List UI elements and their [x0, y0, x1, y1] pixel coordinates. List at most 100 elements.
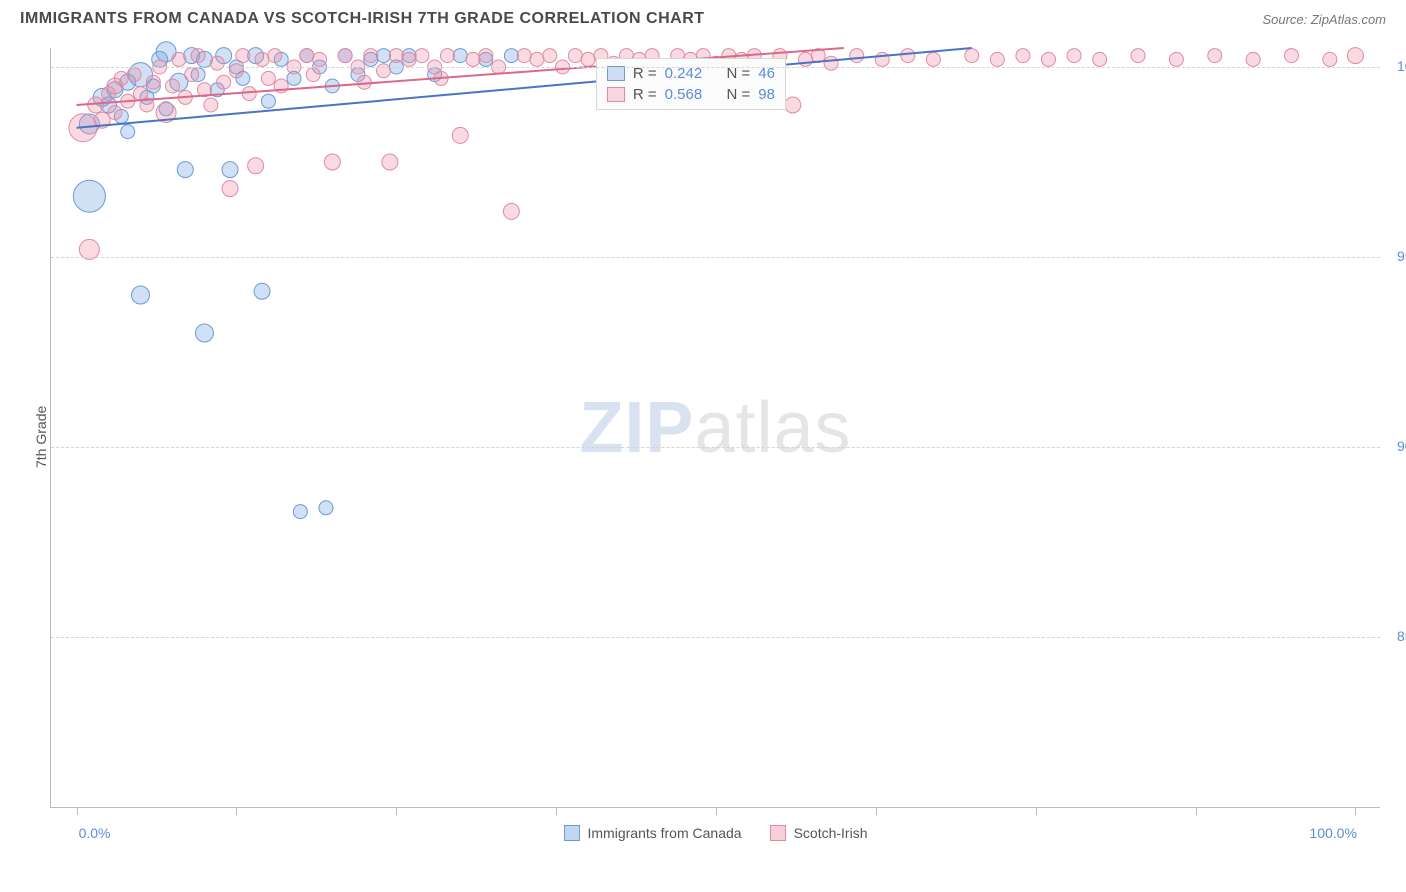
- x-tick: [1355, 807, 1356, 815]
- scatter-point: [254, 283, 270, 299]
- scatter-point: [415, 49, 429, 63]
- scatter-point: [382, 154, 398, 170]
- scatter-point: [217, 75, 231, 89]
- scatter-point: [466, 52, 480, 66]
- scatter-point: [132, 286, 150, 304]
- scatter-point: [503, 203, 519, 219]
- scatter-point: [146, 75, 160, 89]
- chart-title: IMMIGRANTS FROM CANADA VS SCOTCH-IRISH 7…: [20, 10, 705, 28]
- legend-item: Scotch-Irish: [770, 825, 868, 841]
- x-tick: [77, 807, 78, 815]
- scatter-point: [204, 98, 218, 112]
- stat-n-label: N =: [727, 86, 751, 103]
- scatter-point: [875, 52, 889, 66]
- x-tick: [716, 807, 717, 815]
- scatter-point: [452, 127, 468, 143]
- y-tick-label: 100.0%: [1397, 58, 1406, 74]
- scatter-point: [261, 71, 275, 85]
- scatter-point: [324, 154, 340, 170]
- legend-label: Scotch-Irish: [794, 825, 868, 841]
- stat-swatch: [607, 87, 625, 102]
- chart-header: IMMIGRANTS FROM CANADA VS SCOTCH-IRISH 7…: [0, 0, 1406, 34]
- scatter-point: [261, 94, 275, 108]
- scatter-point: [1347, 48, 1363, 64]
- scatter-point: [504, 49, 518, 63]
- scatter-point: [1093, 52, 1107, 66]
- scatter-point: [1246, 52, 1260, 66]
- stat-swatch: [607, 66, 625, 81]
- scatter-point: [127, 68, 141, 82]
- stat-r-value: 0.568: [665, 86, 703, 103]
- scatter-point: [568, 49, 582, 63]
- scatter-point: [990, 52, 1004, 66]
- legend: Immigrants from Canada Scotch-Irish: [564, 825, 868, 841]
- scatter-point: [172, 52, 186, 66]
- legend-item: Immigrants from Canada: [564, 825, 742, 841]
- y-tick-label: 85.0%: [1397, 628, 1406, 644]
- scatter-point: [195, 324, 213, 342]
- scatter-point: [114, 71, 128, 85]
- gridline: [51, 67, 1380, 68]
- scatter-svg: [51, 48, 1380, 807]
- legend-swatch: [564, 825, 580, 841]
- scatter-point: [1323, 52, 1337, 66]
- legend-label: Immigrants from Canada: [588, 825, 742, 841]
- scatter-point: [236, 49, 250, 63]
- gridline: [51, 257, 1380, 258]
- gridline: [51, 637, 1380, 638]
- scatter-point: [255, 52, 269, 66]
- x-tick: [556, 807, 557, 815]
- scatter-point: [1169, 52, 1183, 66]
- scatter-point: [242, 87, 256, 101]
- scatter-point: [901, 49, 915, 63]
- correlation-stats-box: R =0.242 N =46R =0.568 N =98: [596, 58, 786, 110]
- y-axis-title: 7th Grade: [33, 406, 49, 468]
- scatter-point: [357, 75, 371, 89]
- scatter-point: [453, 49, 467, 63]
- x-tick-label: 0.0%: [79, 825, 111, 841]
- scatter-point: [1284, 49, 1298, 63]
- scatter-point: [479, 49, 493, 63]
- x-tick: [1036, 807, 1037, 815]
- x-tick: [396, 807, 397, 815]
- scatter-point: [185, 68, 199, 82]
- gridline: [51, 447, 1380, 448]
- scatter-point: [1067, 49, 1081, 63]
- scatter-point: [222, 181, 238, 197]
- scatter-point: [177, 162, 193, 178]
- scatter-point: [300, 49, 314, 63]
- scatter-point: [338, 49, 352, 63]
- chart-plot-area: 7th Grade ZIPatlas R =0.242 N =46R =0.56…: [50, 48, 1380, 808]
- scatter-point: [306, 68, 320, 82]
- scatter-point: [799, 52, 813, 66]
- scatter-point: [440, 49, 454, 63]
- scatter-point: [377, 64, 391, 78]
- x-tick: [876, 807, 877, 815]
- scatter-point: [210, 56, 224, 70]
- x-tick: [236, 807, 237, 815]
- y-tick-label: 90.0%: [1397, 438, 1406, 454]
- scatter-point: [293, 505, 307, 519]
- scatter-point: [268, 49, 282, 63]
- scatter-point: [402, 52, 416, 66]
- scatter-point: [88, 97, 104, 113]
- stat-r-label: R =: [633, 86, 657, 103]
- scatter-point: [389, 49, 403, 63]
- y-tick-label: 95.0%: [1397, 248, 1406, 264]
- scatter-point: [824, 56, 838, 70]
- scatter-point: [1042, 52, 1056, 66]
- scatter-point: [530, 52, 544, 66]
- scatter-point: [319, 501, 333, 515]
- stat-row: R = 0.568 N = 98: [607, 84, 775, 105]
- scatter-point: [248, 158, 264, 174]
- scatter-point: [73, 180, 105, 212]
- scatter-point: [121, 125, 135, 139]
- scatter-point: [965, 49, 979, 63]
- scatter-point: [229, 64, 243, 78]
- x-tick: [1196, 807, 1197, 815]
- scatter-point: [364, 49, 378, 63]
- x-tick-label: 100.0%: [1309, 825, 1356, 841]
- scatter-point: [1016, 49, 1030, 63]
- scatter-point: [1208, 49, 1222, 63]
- stat-n-value: 98: [758, 86, 775, 103]
